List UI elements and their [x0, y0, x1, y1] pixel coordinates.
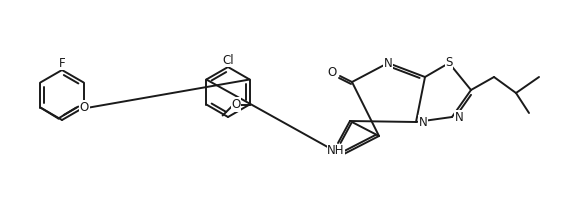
Text: N: N — [419, 115, 427, 128]
Text: O: O — [80, 101, 89, 114]
Text: NH: NH — [328, 145, 345, 157]
Text: F: F — [59, 57, 65, 70]
Text: S: S — [445, 56, 453, 69]
Text: Cl: Cl — [222, 54, 234, 67]
Text: O: O — [328, 65, 336, 78]
Text: O: O — [232, 98, 240, 111]
Text: N: N — [383, 57, 392, 70]
Text: N: N — [455, 111, 463, 124]
